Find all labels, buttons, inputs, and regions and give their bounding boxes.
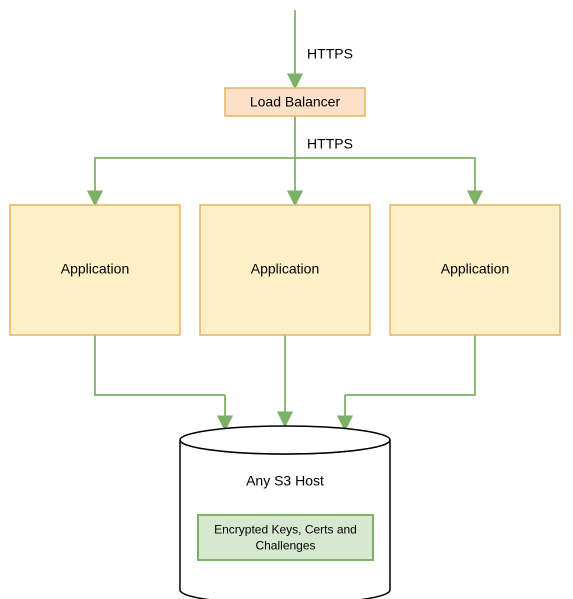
load-balancer-label: Load Balancer (250, 94, 341, 110)
s3-inner-line1: Encrypted Keys, Certs and (214, 523, 357, 537)
application-label: Application (251, 261, 320, 277)
s3-inner-line2: Challenges (255, 539, 315, 553)
application-label: Application (441, 261, 510, 277)
application-label: Application (61, 261, 130, 277)
s3-title: Any S3 Host (246, 473, 324, 489)
edge-label-top: HTTPS (307, 46, 353, 62)
edge-label-mid: HTTPS (307, 136, 353, 152)
